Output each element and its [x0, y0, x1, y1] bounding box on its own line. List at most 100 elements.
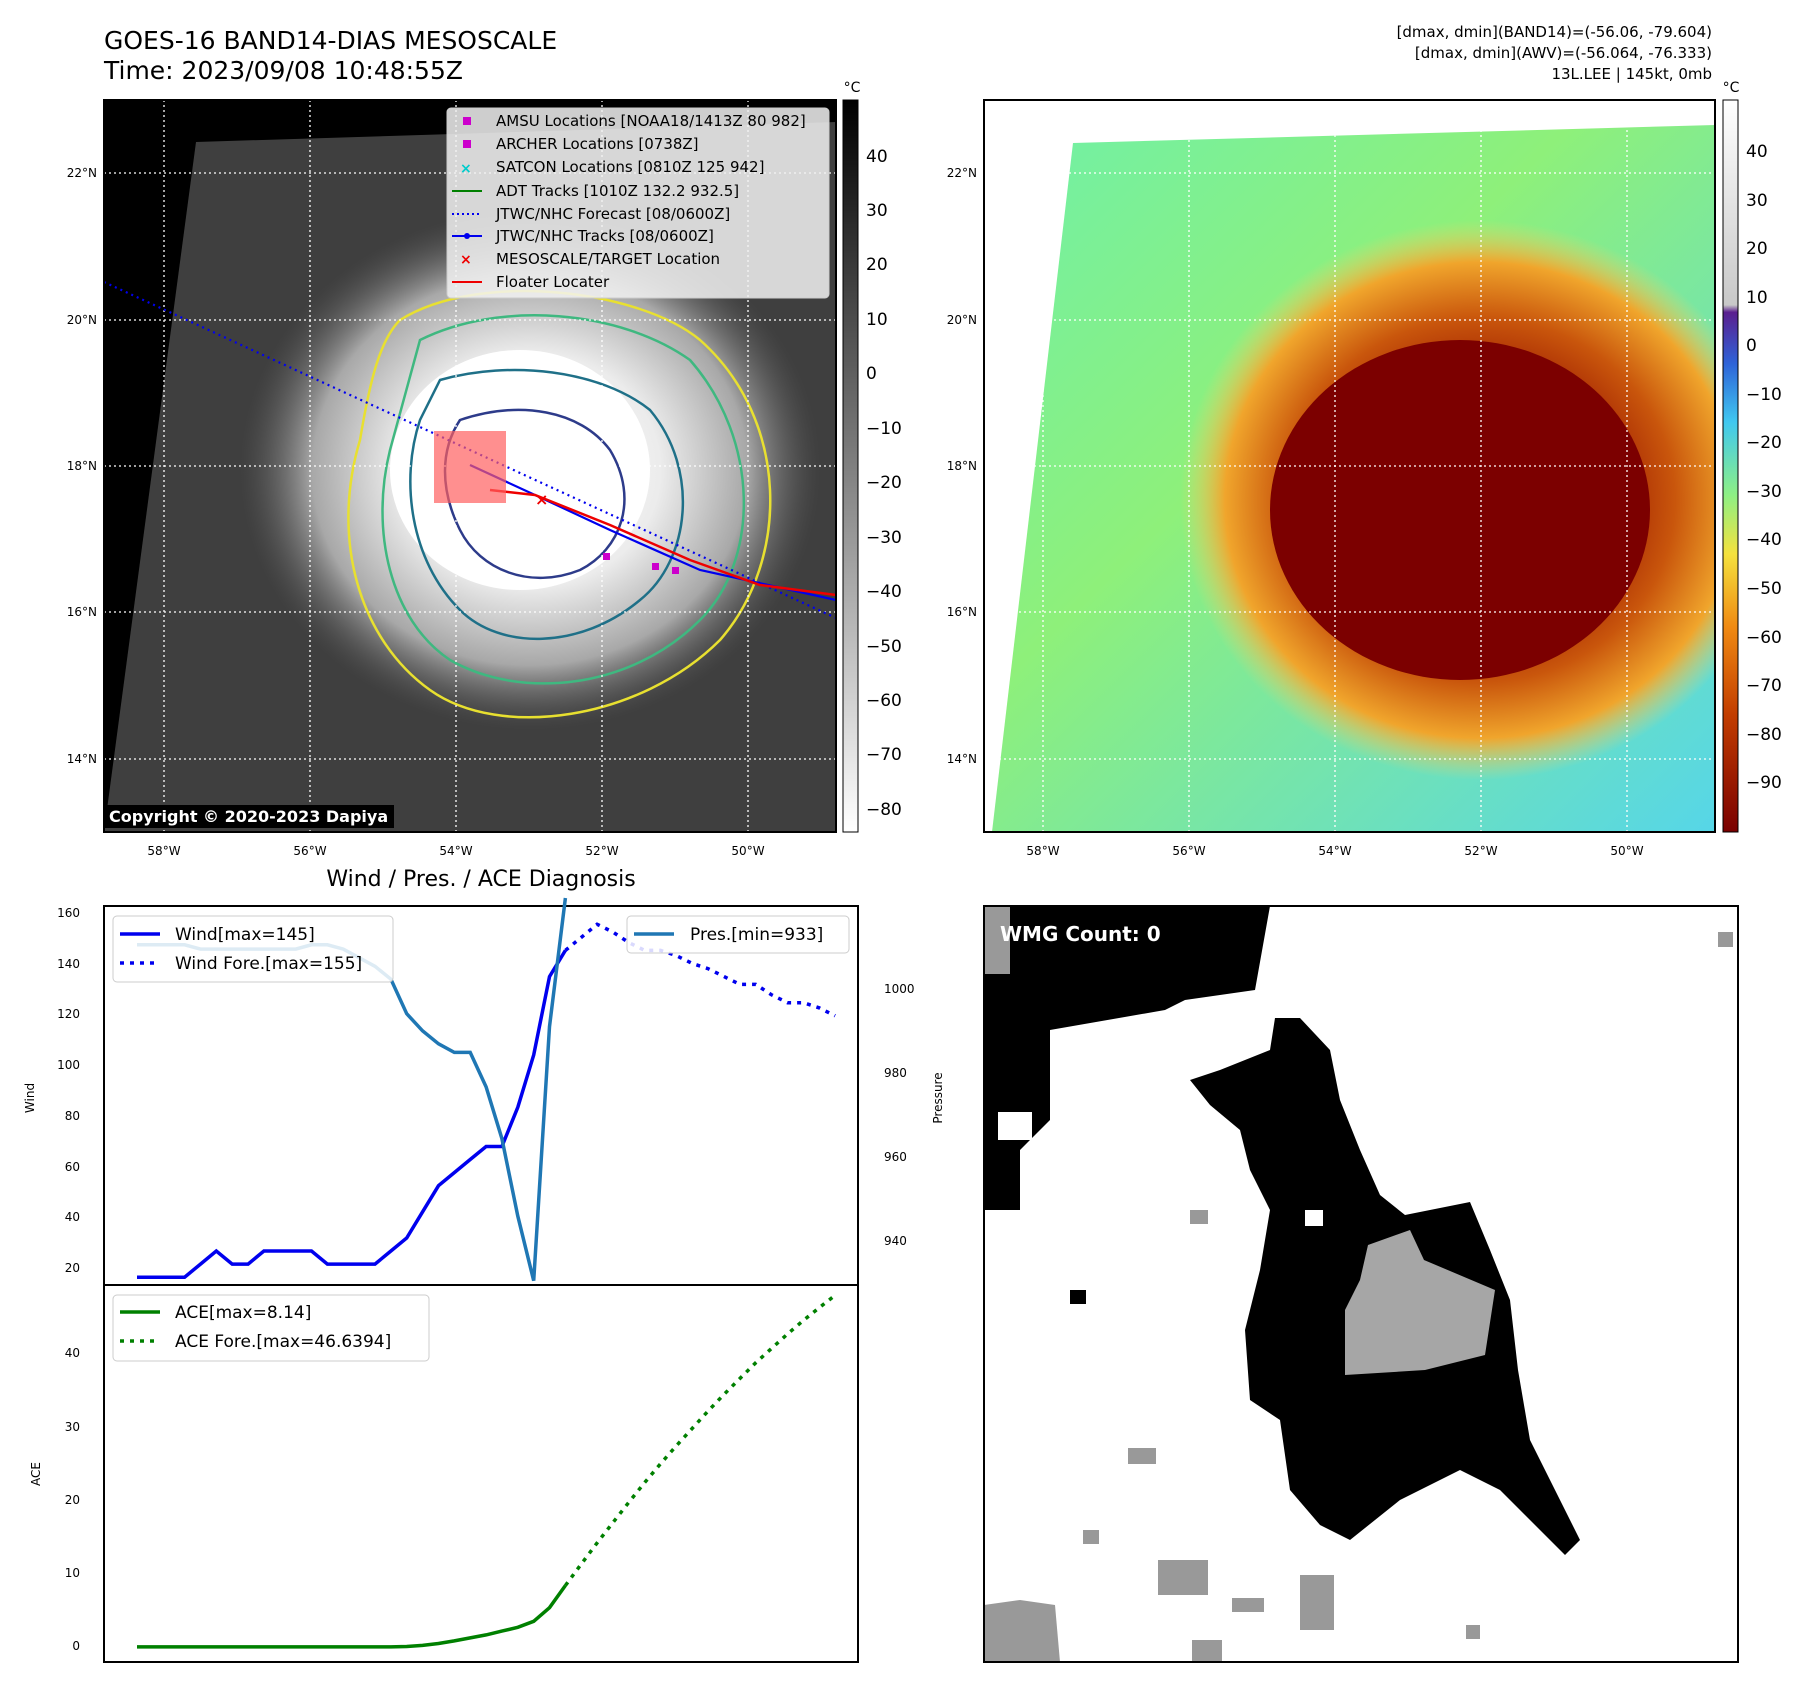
left-map-legend: × × AMSU Locations [NOAA18/1413Z 80 982]…	[446, 107, 830, 299]
svg-text:22°N: 22°N	[67, 166, 97, 180]
svg-text:−20: −20	[866, 473, 902, 493]
legend-ace: ACE[max=8.14]	[175, 1303, 311, 1323]
svg-text:120: 120	[57, 1007, 80, 1021]
svg-text:58°W: 58°W	[1026, 844, 1059, 858]
svg-text:18°N: 18°N	[67, 459, 97, 473]
svg-text:80: 80	[65, 1109, 80, 1123]
awv-range-text: [dmax, dmin](AWV)=(-56.064, -76.333)	[1414, 44, 1712, 62]
wind-ylabel: Wind	[23, 1083, 37, 1113]
pressure-ylabel: Pressure	[931, 1072, 945, 1123]
svg-text:−80: −80	[1746, 725, 1782, 745]
svg-text:16°N: 16°N	[947, 605, 977, 619]
ace-ticks: 40 30 20 10 0	[65, 1346, 80, 1653]
left-colorbar-unit: °C	[844, 80, 861, 96]
svg-text:960: 960	[884, 1150, 907, 1164]
svg-text:−40: −40	[1746, 530, 1782, 550]
legend-tracks: JTWC/NHC Tracks [08/0600Z]	[495, 227, 714, 245]
svg-text:−50: −50	[866, 637, 902, 657]
legend-floater: Floater Locater	[496, 273, 610, 291]
ace-plot	[137, 1293, 837, 1649]
svg-text:940: 940	[884, 1234, 907, 1248]
svg-text:30: 30	[866, 201, 888, 221]
svg-text:20: 20	[1746, 239, 1768, 259]
svg-text:54°W: 54°W	[1318, 844, 1351, 858]
svg-text:30: 30	[65, 1420, 80, 1434]
svg-text:30: 30	[1746, 191, 1768, 211]
svg-text:56°W: 56°W	[1172, 844, 1205, 858]
legend-wind: Wind[max=145]	[175, 925, 315, 945]
svg-text:18°N: 18°N	[947, 459, 977, 473]
svg-text:16°N: 16°N	[67, 605, 97, 619]
pressure-ticks: 1000 980 960 940	[884, 982, 915, 1248]
svg-text:−40: −40	[866, 582, 902, 602]
svg-text:160: 160	[57, 906, 80, 920]
target-marker-icon: ×	[460, 252, 472, 268]
legend-adt: ADT Tracks [1010Z 132.2 932.5]	[496, 182, 739, 200]
svg-text:54°W: 54°W	[439, 844, 472, 858]
svg-text:20°N: 20°N	[947, 313, 977, 327]
svg-text:10: 10	[65, 1566, 80, 1580]
svg-text:−90: −90	[1746, 773, 1782, 793]
svg-text:40: 40	[65, 1346, 80, 1360]
svg-text:20°N: 20°N	[67, 313, 97, 327]
svg-text:0: 0	[866, 364, 877, 384]
svg-text:−70: −70	[1746, 676, 1782, 696]
svg-text:60: 60	[65, 1160, 80, 1174]
svg-text:40: 40	[65, 1210, 80, 1224]
legend-amsu: AMSU Locations [NOAA18/1413Z 80 982]	[496, 112, 806, 130]
legend-ace-fore: ACE Fore.[max=46.6394]	[175, 1332, 391, 1352]
right-map-frame	[983, 99, 1716, 833]
wind-legend: Wind[max=145] Wind Fore.[max=155]	[112, 915, 394, 983]
svg-text:980: 980	[884, 1066, 907, 1080]
svg-text:10: 10	[1746, 288, 1768, 308]
svg-text:20: 20	[65, 1493, 80, 1507]
amsu-marker-icon	[463, 117, 471, 125]
svg-text:50°W: 50°W	[1610, 844, 1643, 858]
svg-text:−10: −10	[866, 419, 902, 439]
left-lat-labels: 22°N 20°N 18°N 16°N 14°N	[67, 166, 97, 766]
svg-text:0: 0	[72, 1639, 80, 1653]
svg-text:−80: −80	[866, 800, 902, 820]
left-map-frame	[103, 99, 837, 833]
svg-text:14°N: 14°N	[947, 752, 977, 766]
ace-legend: ACE[max=8.14] ACE Fore.[max=46.6394]	[112, 1294, 430, 1362]
legend-forecast: JTWC/NHC Forecast [08/0600Z]	[495, 205, 730, 223]
right-colorbar-unit: °C	[1723, 80, 1740, 96]
svg-text:−60: −60	[1746, 628, 1782, 648]
svg-text:×: ×	[535, 490, 548, 509]
svg-text:40: 40	[1746, 142, 1768, 162]
legend-pres: Pres.[min=933]	[690, 925, 823, 945]
legend-archer: ARCHER Locations [0738Z]	[496, 135, 699, 153]
track-dot-icon	[464, 233, 470, 239]
band14-range-text: [dmax, dmin](BAND14)=(-56.06, -79.604)	[1396, 23, 1712, 41]
copyright-badge: Copyright © 2020-2023 Dapiya	[103, 805, 395, 828]
right-colorbar	[1722, 99, 1739, 833]
svg-text:140: 140	[57, 957, 80, 971]
svg-text:−10: −10	[1746, 385, 1782, 405]
right-lon-labels: 58°W 56°W 54°W 52°W 50°W	[1026, 844, 1643, 858]
svg-text:56°W: 56°W	[293, 844, 326, 858]
wmg-count-label: WMG Count: 0	[1000, 922, 1161, 946]
satcon-marker-icon: ×	[460, 161, 472, 177]
svg-text:−30: −30	[866, 528, 902, 548]
legend-satcon: SATCON Locations [0810Z 125 942]	[496, 158, 764, 176]
ace-series-line	[137, 1584, 567, 1649]
wind-forecast-series-line	[564, 922, 836, 1018]
svg-text:20: 20	[65, 1261, 80, 1275]
legend-target: MESOSCALE/TARGET Location	[496, 250, 720, 268]
svg-text:−60: −60	[866, 691, 902, 711]
svg-text:20: 20	[866, 255, 888, 275]
right-colorbar-ticks: 40 30 20 10 0 −10 −20 −30 −40 −50 −60 −7…	[1746, 142, 1782, 793]
svg-text:−70: −70	[866, 745, 902, 765]
svg-text:22°N: 22°N	[947, 166, 977, 180]
wind-series-line	[137, 949, 567, 1279]
ace-forecast-series-line	[563, 1293, 837, 1587]
svg-text:1000: 1000	[884, 982, 915, 996]
svg-text:40: 40	[866, 147, 888, 167]
left-colorbar	[842, 99, 859, 833]
color-enhanced-map	[984, 100, 1715, 832]
svg-text:−50: −50	[1746, 579, 1782, 599]
wmg-panel-frame	[983, 905, 1739, 1663]
storm-info-text: 13L.LEE | 145kt, 0mb	[1551, 65, 1712, 83]
